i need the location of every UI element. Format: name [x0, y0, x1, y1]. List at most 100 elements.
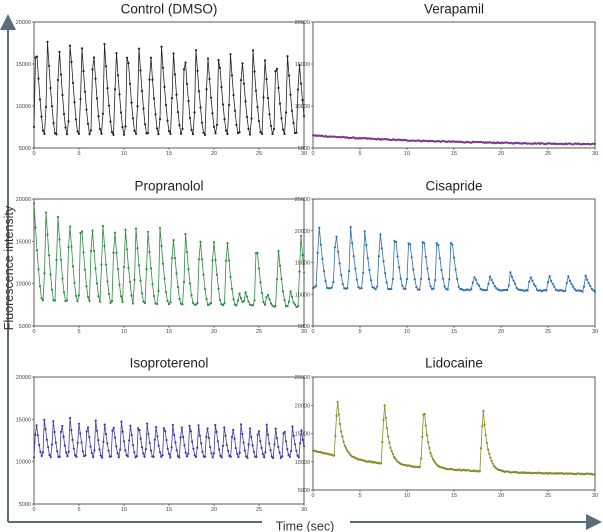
data-point — [91, 68, 94, 71]
data-point — [256, 105, 259, 109]
data-point — [269, 302, 273, 305]
data-point — [72, 447, 75, 450]
data-point — [238, 131, 241, 134]
data-point — [143, 123, 147, 126]
panels: Control (DMSO)0 5 10 15 20 25 3050001000015000… — [16, 2, 598, 513]
data-point — [278, 264, 282, 267]
data-point — [266, 293, 270, 297]
data-point — [63, 444, 66, 447]
data-point — [115, 52, 118, 55]
data-point — [483, 423, 486, 426]
y-tick-label: 20000 — [295, 20, 310, 26]
data-point — [389, 446, 392, 450]
data-point — [316, 251, 319, 254]
x-tick-label: 25 — [545, 329, 551, 335]
y-tick-label: 15000 — [16, 239, 31, 245]
y-tick-label: 5000 — [298, 488, 310, 494]
data-point — [70, 429, 73, 432]
data-point — [299, 442, 302, 445]
data-point — [125, 56, 129, 59]
data-point — [88, 299, 91, 302]
y-tick-label: 15000 — [295, 432, 310, 438]
data-point — [338, 262, 341, 265]
data-point — [200, 121, 204, 124]
data-point — [35, 249, 39, 252]
data-point — [239, 79, 243, 82]
data-point — [247, 127, 250, 130]
data-point — [107, 292, 111, 295]
data-point — [512, 279, 515, 282]
data-point — [252, 450, 255, 454]
data-point — [119, 448, 122, 451]
data-point — [283, 132, 286, 136]
data-point — [142, 300, 145, 303]
data-point — [38, 285, 42, 288]
data-point — [79, 432, 82, 435]
data-point — [68, 44, 72, 47]
x-tick-label: 10 — [121, 507, 127, 513]
data-point — [88, 133, 91, 136]
data-point — [589, 284, 592, 288]
data-point — [221, 303, 225, 307]
data-point — [281, 128, 285, 131]
data-point — [170, 446, 173, 449]
data-point — [65, 299, 69, 302]
data-point — [185, 455, 189, 458]
data-point — [55, 258, 58, 262]
data-point — [296, 88, 300, 91]
data-point — [280, 117, 283, 120]
data-point — [352, 255, 355, 258]
data-point — [427, 441, 430, 444]
data-point — [373, 286, 376, 290]
y-tick-label: 25000 — [295, 197, 310, 203]
data-point — [345, 449, 349, 452]
data-point — [118, 283, 121, 286]
data-point — [278, 102, 282, 105]
data-point — [36, 434, 39, 437]
chart-panel: Lidocaine 0 5 10 15 20 25 30 5000 10000 15000 20000… — [295, 356, 598, 499]
data-point — [286, 55, 289, 58]
data-point — [143, 455, 146, 458]
data-point — [391, 452, 394, 456]
plot-frame — [312, 376, 596, 491]
data-point — [205, 297, 208, 300]
data-point — [38, 443, 41, 446]
data-point — [485, 441, 488, 445]
data-point — [515, 286, 518, 290]
data-point — [71, 81, 75, 84]
data-point — [202, 273, 205, 276]
data-point — [260, 291, 264, 295]
data-point — [137, 427, 140, 430]
y-tick-label: 20000 — [16, 20, 31, 26]
data-point — [293, 303, 297, 306]
data-point — [452, 256, 456, 259]
data-point — [260, 446, 263, 449]
data-point — [334, 434, 337, 438]
data-point — [121, 126, 124, 129]
data-point — [275, 278, 279, 281]
data-point — [119, 295, 123, 298]
x-tick-label: 5 — [358, 329, 361, 335]
data-point — [277, 249, 280, 253]
data-point — [77, 294, 81, 297]
data-point — [550, 279, 553, 283]
data-point — [271, 132, 274, 136]
data-point — [474, 278, 478, 281]
data-point — [387, 287, 390, 291]
x-tick-label: 10 — [404, 329, 410, 335]
data-point — [110, 455, 113, 458]
data-point — [46, 40, 49, 43]
data-point — [226, 242, 229, 245]
data-point — [261, 452, 264, 456]
x-tick-label: 5 — [358, 151, 361, 157]
data-point — [437, 243, 440, 247]
data-point — [39, 450, 42, 453]
data-point — [274, 427, 277, 430]
data-point — [157, 133, 160, 136]
data-point — [528, 280, 531, 283]
data-point — [127, 266, 130, 269]
data-point — [366, 257, 369, 260]
data-point — [487, 282, 490, 285]
data-point — [148, 251, 151, 254]
data-point — [130, 294, 133, 297]
